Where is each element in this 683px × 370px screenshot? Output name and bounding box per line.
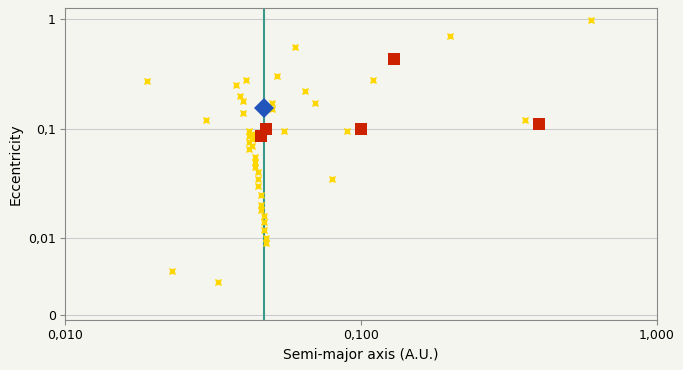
X-axis label: Semi-major axis (A.U.): Semi-major axis (A.U.) bbox=[283, 348, 438, 361]
Y-axis label: Eccentricity: Eccentricity bbox=[8, 124, 23, 205]
